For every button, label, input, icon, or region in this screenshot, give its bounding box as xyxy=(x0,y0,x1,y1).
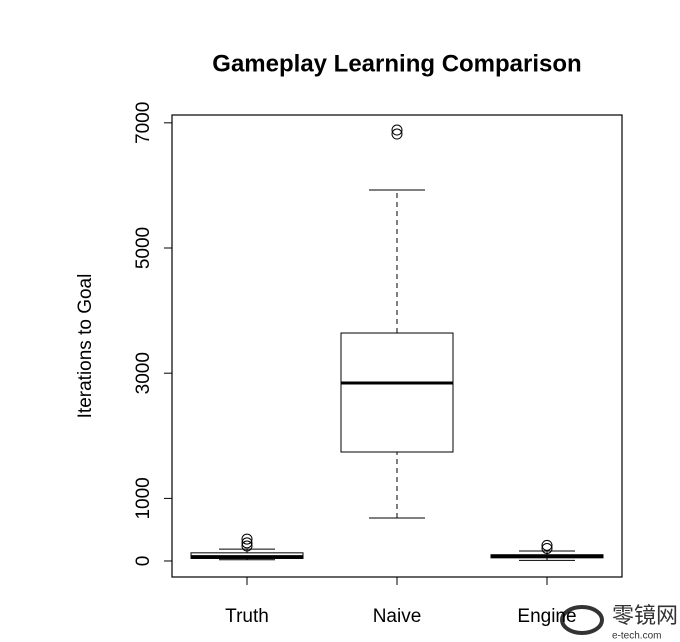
watermark-logo xyxy=(560,605,604,635)
outlier xyxy=(241,533,253,545)
y-tick-label: 1000 xyxy=(133,477,154,519)
outlier xyxy=(241,537,253,549)
x-tick-label: Engine xyxy=(517,606,576,627)
outlier xyxy=(391,128,403,140)
y-tick-label: 0 xyxy=(133,556,154,567)
outlier xyxy=(541,542,553,554)
watermark: 零镜网 e-tech.com xyxy=(560,603,678,642)
outlier xyxy=(241,540,253,552)
x-tick-label: Naive xyxy=(373,606,422,627)
watermark-site: e-tech.com xyxy=(612,631,661,642)
y-tick-label: 7000 xyxy=(133,102,154,144)
watermark-name: 零镜网 xyxy=(612,603,678,628)
y-axis-label: Iterations to Goal xyxy=(75,274,96,419)
chart-title: Gameplay Learning Comparison xyxy=(212,50,581,77)
outlier xyxy=(391,124,403,136)
outlier xyxy=(541,539,553,551)
y-tick-label: 3000 xyxy=(133,352,154,394)
x-tick-label: Truth xyxy=(225,606,269,627)
y-tick-label: 5000 xyxy=(133,227,154,269)
box xyxy=(340,332,454,453)
